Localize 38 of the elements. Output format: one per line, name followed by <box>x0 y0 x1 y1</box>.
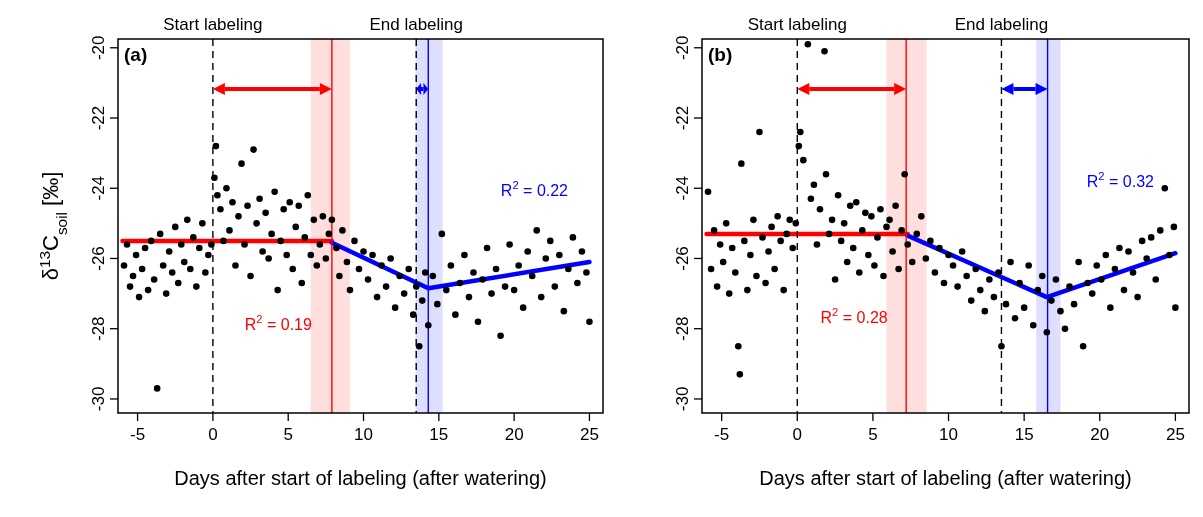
x-tick-label: -5 <box>130 425 146 444</box>
x-tick-label: 15 <box>429 425 449 444</box>
y-tick-label: -20 <box>89 35 108 61</box>
y-tick-label: -24 <box>673 175 692 201</box>
x-tick-label: 15 <box>1014 425 1034 444</box>
annotation: R$^{2}$ = 0.28 <box>820 305 888 327</box>
y-tick-label: -20 <box>673 35 692 61</box>
y-tick-label: -30 <box>673 386 692 412</box>
y-tick-label: -22 <box>89 105 108 131</box>
y-tick-label: -22 <box>673 105 692 131</box>
ref-line-label: End labeling <box>954 15 1049 34</box>
x-tick-label: -5 <box>714 425 730 444</box>
y-tick-label: -28 <box>89 316 108 342</box>
x-axis-title: Days after start of labeling (after watering) <box>759 467 1132 489</box>
x-tick-label: 0 <box>208 425 218 444</box>
y-tick-label: -26 <box>673 246 692 271</box>
y-tick-label: -24 <box>89 175 108 201</box>
x-tick-label: 5 <box>283 425 293 444</box>
x-tick-label: 25 <box>1165 425 1185 444</box>
ref-line-label: Start labeling <box>163 15 263 34</box>
x-tick-label: 0 <box>792 425 803 444</box>
y-tick-label: -26 <box>89 246 108 271</box>
x-tick-label: 5 <box>868 425 878 444</box>
ref-line-label: Start labeling <box>747 15 847 34</box>
chart-title: (a) <box>124 44 148 65</box>
chart-title: (b) <box>708 44 733 65</box>
annotation: R$^{2}$ = 0.32 <box>1086 170 1155 191</box>
annotation: R$^{2}$ = 0.19 <box>244 312 312 334</box>
x-tick-label: 10 <box>939 425 958 444</box>
x-tick-label: 10 <box>354 425 373 444</box>
ref-line-label: End labeling <box>369 15 464 34</box>
y-tick-label: -30 <box>89 386 108 412</box>
x-tick-label: 20 <box>504 425 524 444</box>
x-tick-label: 25 <box>579 425 599 444</box>
annotation: R$^{2}$ = 0.22 <box>500 178 569 200</box>
x-tick-label: 20 <box>1090 425 1110 444</box>
y-tick-label: -28 <box>673 316 692 342</box>
x-axis-title: Days after start of labeling (after watering) <box>174 467 547 489</box>
